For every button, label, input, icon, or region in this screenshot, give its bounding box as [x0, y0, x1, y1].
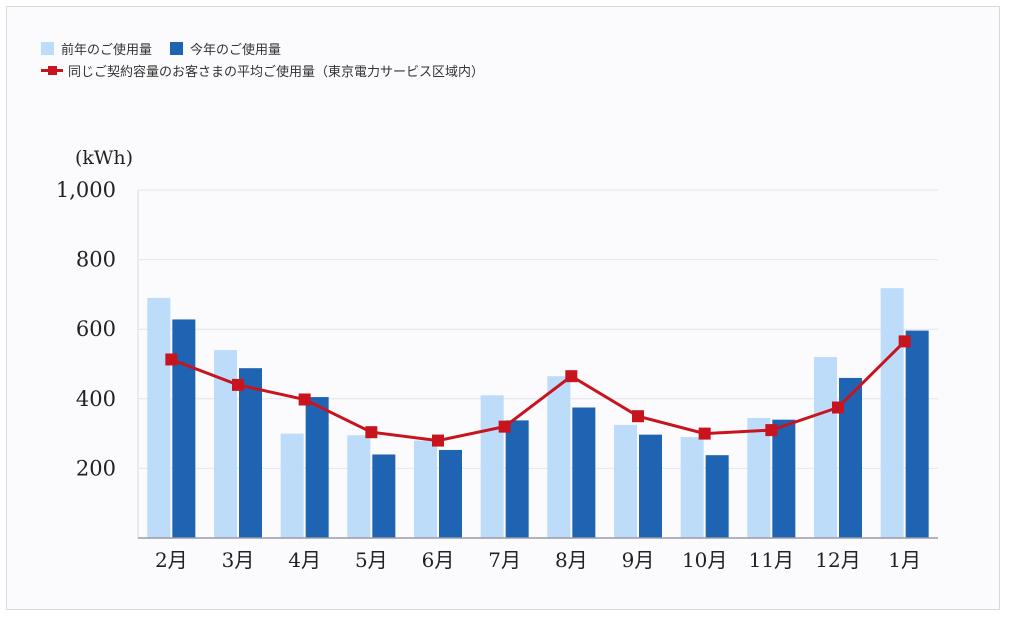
x-tick-label: 9月	[622, 548, 655, 572]
avg-line	[170, 340, 906, 443]
bar-prev-5	[414, 440, 437, 538]
legend-label-curr: 今年のご使用量	[190, 42, 282, 58]
y-tick-label: 400	[76, 387, 116, 411]
legend-item-prev: 前年のご使用量	[41, 39, 152, 58]
bar-prev-7	[547, 376, 571, 538]
avg-marker-1	[165, 353, 178, 366]
bar-prev-2	[214, 350, 237, 538]
avg-marker-6	[498, 420, 511, 433]
bar-curr-3	[305, 397, 329, 538]
legend-label-avg: 同じご契約容量のお客さまの平均ご使用量（東京電力サービス区域内）	[68, 64, 485, 80]
bar-prev-3	[280, 433, 304, 538]
y-tick-label: 800	[76, 248, 116, 272]
bar-curr-11	[839, 377, 862, 538]
bar-curr-9	[705, 455, 729, 538]
y-unit-label: (kWh)	[75, 147, 133, 169]
legend-row-line: 同じご契約容量のお客さまの平均ご使用量（東京電力サービス区域内）	[41, 59, 502, 81]
legend-swatch-avg	[41, 64, 63, 77]
avg-marker-2	[232, 378, 244, 391]
legend-item-avg: 同じご契約容量のお客さまの平均ご使用量（東京電力サービス区域内）	[41, 61, 484, 80]
bar-curr-7	[572, 407, 596, 538]
bar-curr-10	[772, 419, 796, 538]
bar-curr-2	[239, 368, 262, 538]
x-tick-label: 11月	[749, 548, 794, 572]
x-tick-label: 5月	[355, 548, 388, 572]
y-tick-label: 200	[76, 456, 116, 480]
y-tick-label: 600	[76, 317, 116, 341]
avg-marker-3	[298, 393, 311, 406]
bar-curr-1	[172, 319, 196, 538]
avg-marker-9	[698, 427, 711, 440]
bar-prev-6	[480, 395, 504, 538]
legend-label-prev: 前年のご使用量	[61, 42, 153, 58]
bar-prev-1	[147, 297, 171, 538]
x-tick-label: 1月	[888, 548, 921, 572]
legend-row-bars: 前年のご使用量 今年のご使用量	[41, 37, 502, 59]
bar-curr-8	[639, 434, 662, 538]
avg-marker-4	[365, 426, 378, 439]
x-tick-label: 12月	[815, 548, 860, 572]
avg-marker-8	[632, 410, 644, 423]
bar-prev-8	[614, 424, 637, 538]
bar-prev-12	[880, 288, 904, 538]
legend-swatch-curr	[170, 41, 184, 55]
legend-item-curr: 今年のご使用量	[170, 39, 281, 58]
x-tick-label: 3月	[222, 548, 255, 572]
avg-marker-7	[565, 370, 578, 383]
bar-prev-9	[680, 437, 704, 538]
bar-prev-10	[747, 417, 771, 538]
x-tick-label: 2月	[155, 548, 188, 572]
legend: 前年のご使用量 今年のご使用量 同じご契約容量のお客さまの平均ご使用量（東京電力…	[41, 37, 502, 81]
legend-swatch-prev	[41, 41, 54, 55]
y-tick-label: 1,000	[56, 178, 116, 202]
x-tick-label: 4月	[288, 548, 321, 572]
bar-prev-11	[814, 357, 837, 538]
avg-marker-11	[832, 401, 844, 414]
bar-prev-4	[347, 435, 371, 538]
x-tick-label: 8月	[555, 548, 588, 572]
avg-marker-10	[765, 424, 778, 437]
x-tick-label: 7月	[488, 548, 521, 572]
avg-marker-5	[432, 434, 444, 447]
avg-marker-12	[898, 335, 911, 348]
bar-curr-5	[439, 449, 462, 538]
x-tick-label: 10月	[682, 548, 727, 572]
bar-curr-4	[372, 454, 396, 538]
x-tick-label: 6月	[422, 548, 455, 572]
bar-curr-12	[905, 330, 929, 538]
bar-curr-6	[505, 420, 529, 538]
